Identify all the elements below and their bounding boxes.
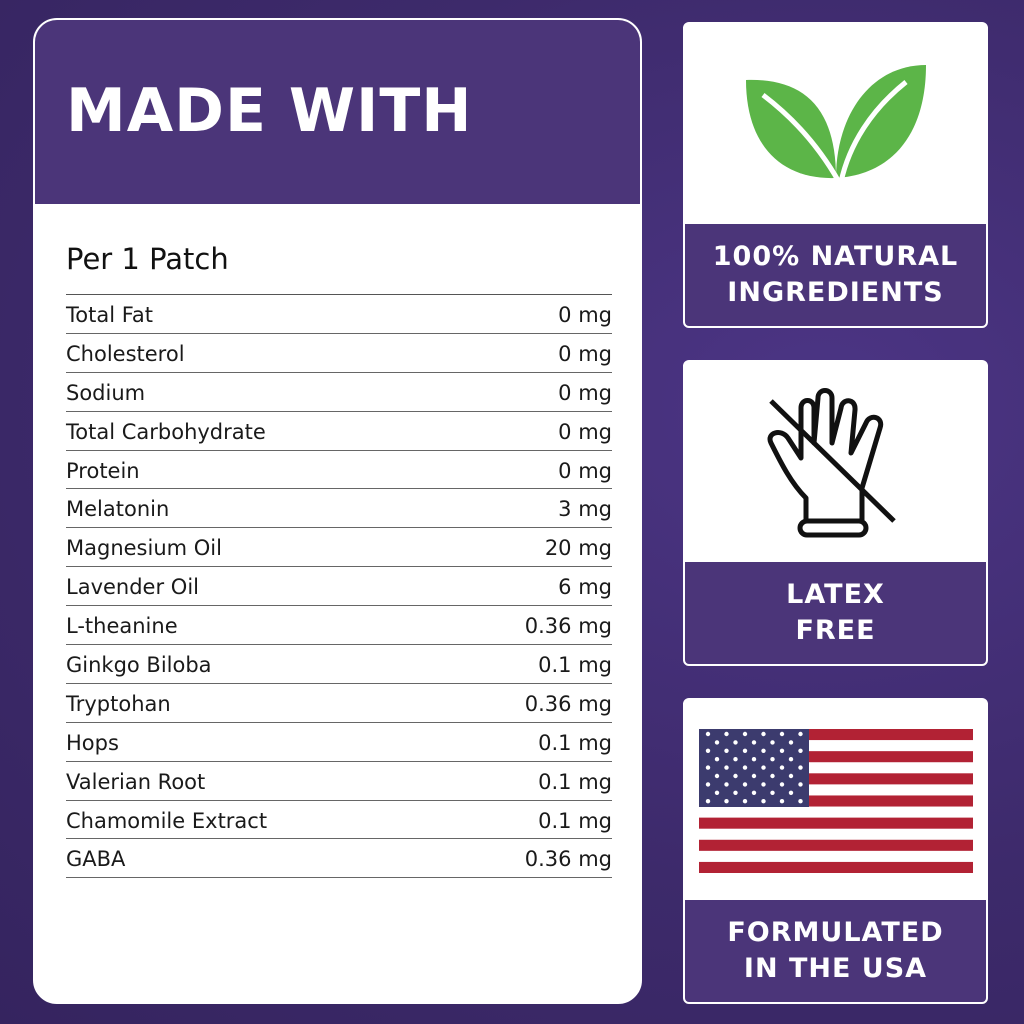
table-row: Tryptohan 0.36 mg [66,684,612,723]
ingredient-name: Valerian Root [66,769,206,794]
panel-title: MADE WITH [66,76,473,146]
serving-size: Per 1 Patch [66,242,229,276]
table-row: Cholesterol 0 mg [66,334,612,373]
table-row: Protein 0 mg [66,451,612,490]
ingredient-name: Lavender Oil [66,575,199,600]
ingredient-amount: 0.36 mg [524,614,612,639]
us-flag-icon [685,700,986,902]
ingredient-name: Cholesterol [66,341,185,366]
ingredient-name: GABA [66,847,126,872]
badge-line: FREE [795,615,876,646]
ingredient-name: Total Carbohydrate [66,419,266,444]
ingredient-amount: 0.1 mg [538,769,612,794]
badge-line: 100% NATURAL [712,241,959,272]
badge-line: LATEX [786,579,885,610]
table-row: Melatonin 3 mg [66,489,612,529]
ingredient-name: Total Fat [66,302,153,327]
ingredient-amount: 0 mg [558,380,612,405]
ingredient-amount: 0.1 mg [538,652,612,677]
table-row: Ginkgo Biloba 0.1 mg [66,645,612,684]
no-latex-glove-icon [685,362,986,564]
leaf-icon [685,24,986,226]
table-row: Chamomile Extract 0.1 mg [66,801,612,840]
ingredient-amount: 0 mg [558,341,612,366]
ingredient-amount: 0.36 mg [524,691,612,716]
ingredient-name: Ginkgo Biloba [66,652,212,677]
ingredient-amount: 0 mg [558,302,612,327]
ingredient-amount: 3 mg [558,497,612,522]
table-row: Total Carbohydrate 0 mg [66,412,612,451]
table-row: L-theanine 0.36 mg [66,606,612,646]
table-row: Sodium 0 mg [66,373,612,412]
ingredient-name: Tryptohan [66,691,171,716]
table-row: Lavender Oil 6 mg [66,567,612,607]
ingredient-name: Melatonin [66,497,170,522]
ingredient-amount: 20 mg [544,536,612,561]
ingredient-amount: 0.1 mg [538,808,612,833]
ingredients-panel: MADE WITH Per 1 Patch Total Fat 0 mg Chole… [33,18,642,1004]
badge-line: IN THE USA [743,953,928,984]
ingredients-table: Total Fat 0 mg Cholesterol 0 mg Sodium 0 mg To… [66,294,612,879]
badge-natural: 100% NATURAL INGREDIENTS [683,22,988,328]
ingredient-amount: 0.1 mg [538,730,612,755]
badge-line: FORMULATED [727,917,944,948]
ingredient-name: L-theanine [66,614,178,639]
ingredient-amount: 6 mg [558,575,612,600]
table-row: Valerian Root 0.1 mg [66,762,612,801]
ingredient-amount: 0 mg [558,419,612,444]
ingredient-name: Hops [66,730,119,755]
ingredient-name: Protein [66,458,140,483]
ingredient-name: Magnesium Oil [66,536,222,561]
table-row: Magnesium Oil 20 mg [66,528,612,568]
ingredient-amount: 0.36 mg [524,847,612,872]
table-row: Hops 0.1 mg [66,723,612,762]
panel-header: MADE WITH [35,20,640,204]
table-row: Total Fat 0 mg [66,295,612,334]
ingredient-amount: 0 mg [558,458,612,483]
badge-usa: FORMULATED IN THE USA [683,698,988,1004]
badge-line: INGREDIENTS [727,277,944,308]
table-row: GABA 0.36 mg [66,839,612,879]
ingredient-name: Chamomile Extract [66,808,268,833]
ingredient-name: Sodium [66,380,146,405]
badge-latex-free: LATEX FREE [683,360,988,666]
